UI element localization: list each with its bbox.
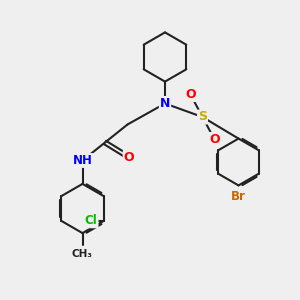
Text: O: O <box>209 133 220 146</box>
Text: Cl: Cl <box>85 214 98 227</box>
Text: Br: Br <box>231 190 246 203</box>
Text: S: S <box>198 110 207 124</box>
Text: CH₃: CH₃ <box>72 249 93 259</box>
Text: NH: NH <box>73 154 92 167</box>
Text: O: O <box>185 88 196 101</box>
Text: O: O <box>124 151 134 164</box>
Text: N: N <box>160 97 170 110</box>
